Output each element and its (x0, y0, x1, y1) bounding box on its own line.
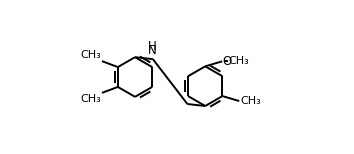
Text: CH₃: CH₃ (80, 94, 101, 104)
Text: N: N (148, 44, 156, 57)
Text: CH₃: CH₃ (240, 96, 261, 106)
Text: CH₃: CH₃ (229, 56, 250, 66)
Text: CH₃: CH₃ (80, 50, 101, 60)
Text: H: H (148, 40, 156, 53)
Text: O: O (223, 55, 232, 68)
